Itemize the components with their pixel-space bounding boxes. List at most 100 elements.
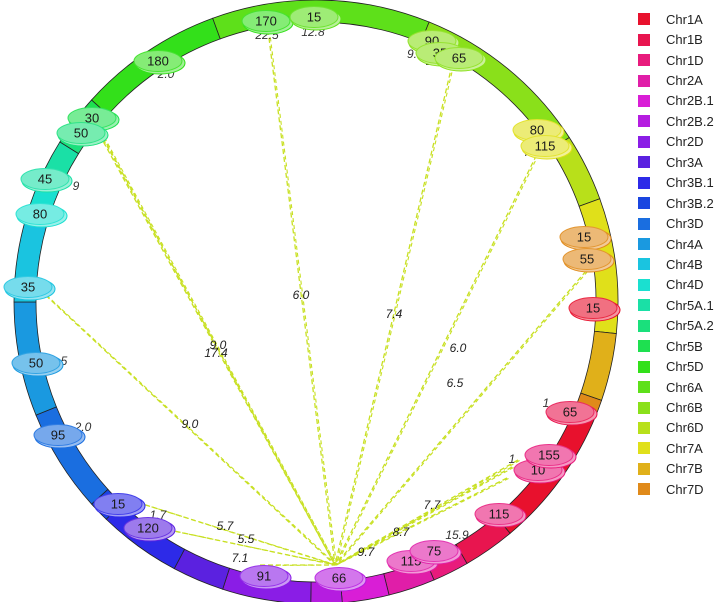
gene-marker[interactable]: 120 [123, 517, 176, 542]
gene-marker[interactable]: 66 [314, 567, 367, 592]
gene-marker[interactable]: 80 [15, 203, 68, 228]
legend-item: Chr4B [638, 254, 718, 274]
gene-marker[interactable]: 95 [33, 424, 86, 449]
legend-label: Chr5A.1 [666, 297, 714, 313]
gene-marker[interactable]: 50 [11, 352, 64, 377]
marker-oval [20, 168, 70, 190]
legend-label: Chr5D [666, 359, 704, 375]
gene-marker[interactable]: 65 [434, 47, 487, 72]
marker-oval [11, 352, 61, 374]
legend-item: Chr2B.1 [638, 91, 718, 111]
synteny-link [334, 459, 519, 566]
fragment-label: 1 [509, 452, 516, 466]
legend-item: Chr4D [638, 275, 718, 295]
legend-item: Chr6A [638, 377, 718, 397]
legend-label: Chr2D [666, 134, 704, 150]
marker-oval [474, 503, 524, 525]
link-weight-label: 7.7 [424, 498, 442, 512]
legend-item: Chr5A.2 [638, 316, 718, 336]
marker-oval [239, 565, 289, 587]
synteny-link [161, 527, 337, 566]
legend-item: Chr3A [638, 152, 718, 172]
gene-marker[interactable]: 15 [559, 226, 612, 251]
legend-swatch [638, 74, 650, 87]
legend-swatch [638, 176, 650, 189]
fragment-label: 9. [407, 47, 417, 61]
gene-marker[interactable]: 65 [545, 401, 598, 426]
legend-label: Chr3D [666, 216, 704, 232]
marker-label: 45 [38, 172, 52, 187]
gene-marker[interactable]: 50 [56, 122, 109, 147]
synteny-link [261, 564, 337, 567]
gene-marker[interactable]: 15 [93, 493, 146, 518]
legend-label: Chr4D [666, 277, 704, 293]
legend-swatch [638, 381, 650, 394]
link-weight-label: 9.7 [358, 545, 376, 559]
link-weight-label: 9.0 [210, 338, 227, 352]
legend-swatch [638, 442, 650, 455]
marker-label: 80 [33, 207, 47, 222]
gene-marker[interactable]: 35 [3, 276, 56, 301]
legend-label: Chr4B [666, 256, 703, 272]
marker-oval [289, 6, 339, 28]
marker-label: 30 [85, 111, 99, 126]
legend-item: Chr7B [638, 459, 718, 479]
link-weight-label: 5.5 [238, 532, 255, 546]
legend: Chr1A Chr1B Chr1D Chr2A Chr2B.1 Chr2B.2 Chr2D C… [638, 9, 718, 500]
gene-marker[interactable]: 180 [133, 50, 186, 75]
legend-label: Chr6A [666, 379, 703, 395]
legend-item: Chr1D [638, 50, 718, 70]
legend-item: Chr1B [638, 29, 718, 49]
gene-marker[interactable]: 115 [474, 503, 527, 528]
marker-label: 50 [74, 126, 88, 141]
gene-marker[interactable]: 170 [241, 10, 294, 35]
legend-item: Chr2B.2 [638, 111, 718, 131]
legend-item: Chr2D [638, 132, 718, 152]
marker-oval [93, 493, 143, 515]
legend-item: Chr5D [638, 356, 718, 376]
synteny-link [336, 271, 588, 566]
gene-marker[interactable]: 91 [239, 565, 292, 590]
legend-label: Chr2A [666, 73, 703, 89]
marker-oval [568, 297, 618, 319]
link-weight-label: 9.0 [182, 417, 199, 431]
gene-marker[interactable]: 75 [409, 540, 462, 565]
legend-swatch [638, 135, 650, 148]
marker-label: 15 [111, 497, 125, 512]
marker-oval [434, 47, 484, 69]
marker-oval [56, 122, 106, 144]
marker-label: 65 [563, 405, 577, 420]
legend-item: Chr1A [638, 9, 718, 29]
gene-marker[interactable]: 45 [20, 168, 73, 193]
synteny-link [267, 29, 336, 566]
legend-label: Chr6B [666, 400, 703, 416]
marker-label: 15 [586, 301, 600, 316]
synteny-link [39, 289, 336, 566]
marker-label: 35 [21, 280, 35, 295]
gene-marker[interactable]: 155 [524, 444, 577, 469]
legend-item: Chr3B.1 [638, 173, 718, 193]
legend-label: Chr5B [666, 338, 703, 354]
marker-oval [314, 567, 364, 589]
marker-label: 15 [307, 10, 321, 25]
gene-marker[interactable]: 55 [562, 248, 615, 273]
gene-marker[interactable]: 15 [568, 297, 621, 322]
legend-label: Chr5A.2 [666, 318, 714, 334]
fragment-label: 5 [61, 354, 68, 368]
marker-label: 91 [257, 569, 271, 584]
marker-label: 120 [137, 521, 159, 536]
synteny-link [102, 136, 336, 566]
legend-item: Chr6B [638, 397, 718, 417]
marker-label: 65 [452, 51, 466, 66]
fragment-labels: 22.512.89.2.2.0952.01.715.9117 [61, 25, 550, 542]
legend-swatch [638, 156, 650, 169]
legend-item: Chr4A [638, 234, 718, 254]
legend-label: Chr7A [666, 440, 703, 456]
gene-marker[interactable]: 115 [520, 135, 573, 160]
gene-marker[interactable]: 15 [289, 6, 342, 31]
marker-label: 75 [427, 544, 441, 559]
legend-label: Chr3A [666, 154, 703, 170]
fragment-label: 9 [73, 179, 80, 193]
synteny-link [336, 148, 542, 566]
